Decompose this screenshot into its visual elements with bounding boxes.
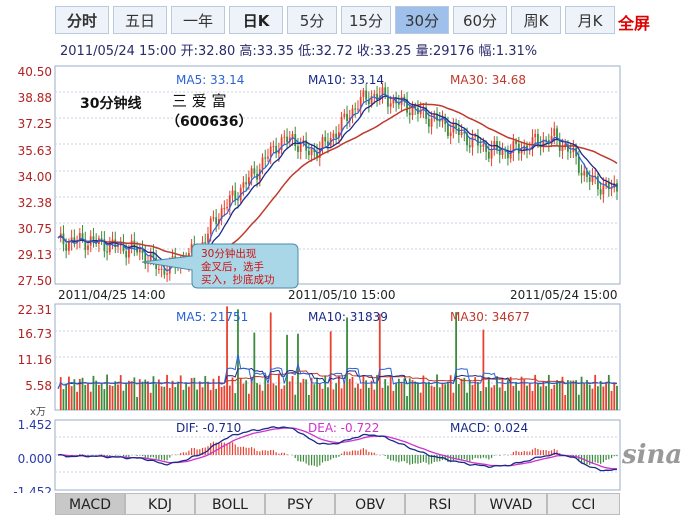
- price-tick: 34.00: [18, 170, 52, 184]
- volume-tick: 22.31: [18, 303, 52, 317]
- ma10-line: [57, 95, 618, 267]
- sina-logo: sina: [622, 440, 683, 470]
- volume-ma5-line: [57, 354, 618, 389]
- tab-daily-k[interactable]: 日K: [229, 6, 283, 34]
- annotation-callout: [141, 243, 299, 289]
- dif-line: [57, 426, 618, 472]
- volume-ma10-label: MA10: 31839: [308, 310, 388, 324]
- dif-label: DIF: -0.710: [176, 421, 241, 435]
- ma5-label: MA5: 33.14: [176, 73, 244, 87]
- dea-line: [57, 427, 618, 470]
- tab-60min[interactable]: 60分: [453, 6, 507, 34]
- tab-monthly-k[interactable]: 月K: [565, 6, 615, 34]
- annotation-text: 30分钟出现 金叉后，选手 买入，抄底成功: [201, 247, 275, 286]
- tab-macd[interactable]: MACD: [55, 493, 125, 515]
- price-tick: 35.63: [18, 144, 52, 158]
- tab-psy[interactable]: PSY: [265, 493, 335, 515]
- macd-tick: 1.452: [18, 418, 52, 432]
- tab-cci[interactable]: CCI: [547, 493, 620, 515]
- volume-panel-frame: [54, 303, 621, 411]
- price-tick: 37.25: [18, 117, 52, 131]
- tab-five-day[interactable]: 五日: [113, 6, 167, 34]
- ma10-label: MA10: 33.14: [308, 73, 384, 87]
- price-tick: 32.38: [18, 196, 52, 210]
- ma30-label: MA30: 34.68: [450, 73, 526, 87]
- stock-code: （600636）: [166, 114, 252, 130]
- price-tick: 27.50: [18, 274, 52, 288]
- volume-unit: x万: [30, 407, 46, 418]
- price-tick: 29.13: [18, 248, 52, 262]
- tab-5min[interactable]: 5分: [287, 6, 337, 34]
- price-tick: 40.50: [18, 65, 52, 79]
- ma5-line: [57, 93, 618, 272]
- tab-wvad[interactable]: WVAD: [475, 493, 547, 515]
- tab-one-year[interactable]: 一年: [171, 6, 225, 34]
- volume-ma5-label: MA5: 21751: [176, 310, 248, 324]
- tab-kdj[interactable]: KDJ: [125, 493, 195, 515]
- tab-boll[interactable]: BOLL: [195, 493, 265, 515]
- dea-label: DEA: -0.722: [308, 421, 379, 435]
- tab-obv[interactable]: OBV: [335, 493, 405, 515]
- price-tick: 38.88: [18, 91, 52, 105]
- x-tick-start: 2011/04/25 14:00: [58, 288, 166, 302]
- macd-histogram: [60, 441, 618, 467]
- tab-rsi[interactable]: RSI: [405, 493, 475, 515]
- tab-intraday[interactable]: 分时: [55, 6, 109, 34]
- tab-15min[interactable]: 15分: [341, 6, 391, 34]
- macd-value-label: MACD: 0.024: [450, 421, 528, 435]
- x-tick-mid: 2011/05/10 15:00: [288, 288, 396, 302]
- tab-30min[interactable]: 30分: [395, 6, 449, 34]
- volume-tick: 16.73: [18, 327, 52, 341]
- interval-label: 30分钟线: [80, 95, 141, 112]
- x-tick-end: 2011/05/24 15:00: [510, 288, 618, 302]
- tab-weekly-k[interactable]: 周K: [511, 6, 561, 34]
- volume-ma30-label: MA30: 34677: [450, 310, 530, 324]
- period-tab-bar: 分时 五日 一年 日K 5分 15分 30分 60分 周K 月K 全屏: [0, 0, 690, 38]
- price-tick: 30.75: [18, 222, 52, 236]
- volume-tick: 5.58: [25, 379, 52, 393]
- macd-tick: -1.452: [13, 485, 52, 493]
- indicator-tab-bar: MACD KDJ BOLL PSY OBV RSI WVAD CCI: [55, 493, 620, 515]
- ma30-line: [57, 103, 618, 259]
- fullscreen-button[interactable]: 全屏: [618, 14, 651, 33]
- macd-tick: 0.000: [18, 452, 52, 466]
- price-panel-frame: [54, 65, 621, 285]
- volume-tick: 11.16: [18, 353, 52, 367]
- quote-info-line: 2011/05/24 15:00 开:32.80 高:33.35 低:32.72…: [60, 44, 538, 59]
- stock-chart: 40.50 38.88 37.25 35.63 34.00 32.38 30.7…: [13, 65, 621, 493]
- stock-name: 三 爱 富: [172, 92, 227, 110]
- volume-bars: [59, 306, 618, 410]
